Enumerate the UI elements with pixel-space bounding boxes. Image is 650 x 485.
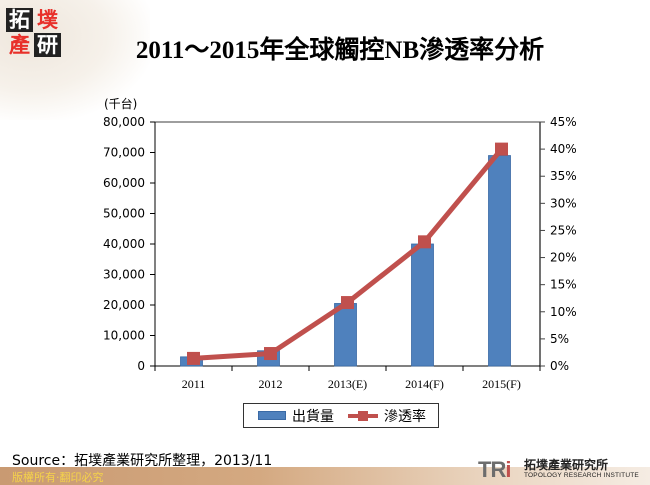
chart-legend: 出貨量 滲透率 [243,403,439,428]
y-tick-label: 70,000 [103,146,145,160]
y2-tick-label: 10% [550,305,577,319]
logo-char: 產 [9,33,30,57]
y-tick-label: 40,000 [103,237,145,251]
x-tick-label: 2012 [259,377,283,391]
line-marker-2012 [264,347,277,361]
x-tick-label: 2013(E) [328,377,367,391]
bar-2015(F) [488,155,511,367]
y-tick-label: 0 [137,359,145,373]
line-marker-2014(F) [418,235,431,249]
combo-chart: (千台) 0 10,000 20,000 30,000 40,000 50,000 60,0… [103,97,577,391]
chart-canvas: 0 10,000 20,000 30,000 40,000 50,000 60,000 70,… [103,115,577,391]
y2-tick-label: 40% [550,142,577,156]
line-marker-2011 [187,351,200,365]
y-axis-unit-label: (千台) [104,97,138,111]
legend-label-shipments: 出貨量 [292,408,334,425]
line-series-swatch-icon [348,410,378,421]
bar-2013(E) [334,303,357,367]
y-tick-label: 50,000 [103,207,145,221]
x-tick-label: 2011 [182,377,206,391]
y2-tick-label: 30% [550,196,577,210]
y-tick-label: 10,000 [103,329,145,343]
logo-char: 墣 [37,8,58,32]
y-tick-label: 20,000 [103,298,145,312]
y2-tick-label: 25% [550,223,577,237]
copyright-text: 版權所有‧翻印必究 [12,471,104,484]
y2-tick-label: 15% [550,278,577,292]
bar-2014(F) [411,243,434,367]
x-tick-label: 2014(F) [405,377,444,391]
y-tick-label: 80,000 [103,115,145,129]
logo-char: 拓 [6,8,33,32]
company-logo: 拓 墣 產 研 [6,8,62,58]
tri-logo: TRi 拓墣產業研究所 TOPOLOGY RESEARCH INSTITUTE [478,455,648,483]
tri-logo-mark: TRi [478,457,511,482]
bar-series-swatch-icon [258,411,286,420]
line-marker-2013(E) [341,296,354,310]
line-marker-2015(F) [495,142,508,156]
y2-tick-label: 35% [550,169,577,183]
logo-char: 研 [34,33,61,57]
y2-tick-label: 20% [550,251,577,265]
x-tick-label: 2015(F) [482,377,521,391]
y2-tick-label: 45% [550,115,577,129]
y2-tick-label: 5% [550,332,569,346]
page-title: 2011～2015年全球觸控NB滲透率分析 [135,37,545,64]
y2-tick-label: 0% [550,359,569,373]
org-name-cn: 拓墣產業研究所 [524,458,609,472]
source-note: Source：拓墣產業研究所整理，2013/11 [12,453,273,469]
org-name-en: TOPOLOGY RESEARCH INSTITUTE [524,472,639,479]
footer-bar [0,467,650,485]
y-tick-label: 60,000 [103,176,145,190]
y-tick-label: 30,000 [103,268,145,282]
legend-label-penetration: 滲透率 [384,408,426,425]
